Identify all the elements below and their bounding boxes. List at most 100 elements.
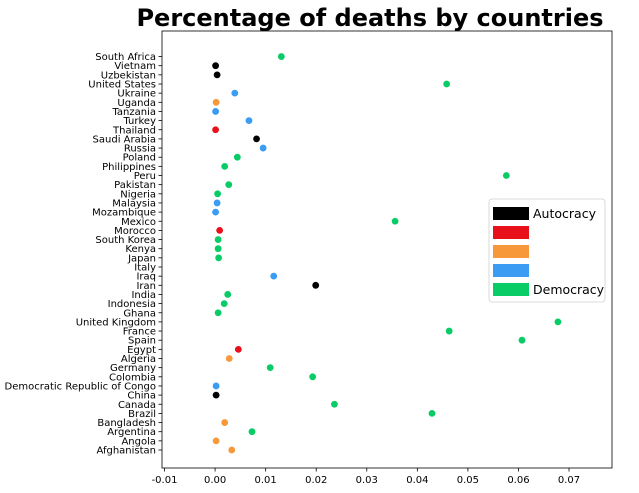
- y-tick-label: Japan: [127, 253, 156, 264]
- y-tick-label: Uzbekistan: [101, 70, 156, 81]
- data-point: [233, 153, 241, 161]
- y-tick-label: Philippines: [102, 162, 156, 173]
- data-point: [212, 391, 220, 399]
- x-tick-label: 0.03: [356, 475, 378, 486]
- data-point: [266, 364, 274, 372]
- data-point: [212, 126, 219, 134]
- y-tick-label: Iran: [136, 281, 156, 292]
- y-tick-label: Saudi Arabia: [93, 134, 156, 145]
- legend-swatch: [493, 207, 529, 220]
- data-point: [212, 108, 219, 115]
- x-tick-label: 0.02: [305, 475, 327, 486]
- y-tick-label: United States: [88, 80, 156, 91]
- data-point: [391, 217, 399, 225]
- data-point: [554, 318, 562, 326]
- data-point: [213, 71, 221, 79]
- y-tick-label: Turkey: [122, 116, 156, 127]
- data-point: [212, 62, 219, 70]
- y-tick-label: India: [131, 290, 156, 301]
- data-point: [259, 144, 267, 152]
- y-tick-label: Ghana: [123, 308, 156, 319]
- y-tick-label: Colombia: [109, 372, 156, 383]
- y-tick-label: Kenya: [125, 244, 156, 255]
- data-point: [231, 89, 239, 97]
- legend-swatch: [493, 264, 529, 277]
- y-tick-label: Poland: [123, 153, 156, 164]
- y-tick-label: Iraq: [136, 272, 156, 283]
- y-tick-label: Ukraine: [117, 89, 156, 100]
- y-tick-label: Democratic Republic of Congo: [5, 381, 156, 392]
- y-tick-label: Egypt: [127, 345, 156, 356]
- data-point: [245, 117, 253, 124]
- legend-label: Autocracy: [533, 206, 597, 221]
- x-tick-label: 0.06: [507, 475, 529, 486]
- y-tick-label: Pakistan: [114, 180, 156, 191]
- data-point: [225, 355, 233, 362]
- data-point: [502, 172, 510, 179]
- y-tick-label: Uganda: [117, 98, 156, 109]
- data-point: [428, 410, 436, 417]
- data-point: [277, 53, 285, 60]
- data-point: [224, 291, 232, 298]
- legend-label: Democracy: [533, 282, 605, 297]
- legend: Autocracy Democracy: [488, 198, 606, 303]
- data-point: [228, 446, 236, 454]
- data-point: [214, 190, 222, 198]
- data-point: [309, 373, 317, 381]
- data-point: [253, 135, 260, 143]
- y-tick-label: Indonesia: [108, 299, 156, 310]
- y-tick-label: South Korea: [95, 235, 156, 246]
- data-point: [212, 98, 220, 106]
- y-tick-label: Algeria: [121, 354, 156, 365]
- y-tick-label: China: [127, 391, 156, 402]
- data-point: [270, 272, 278, 280]
- data-point: [225, 181, 233, 189]
- data-point: [214, 245, 222, 253]
- y-tick-label: Vietnam: [114, 61, 156, 72]
- data-point: [312, 281, 320, 289]
- data-point: [214, 309, 222, 317]
- y-tick-label: Tanzania: [111, 107, 156, 118]
- data-point: [221, 162, 229, 170]
- x-tick-label: 0.00: [204, 475, 226, 486]
- x-tick-label: 0.07: [558, 475, 580, 486]
- data-point: [212, 208, 219, 216]
- y-tick-label: Italy: [134, 263, 156, 274]
- data-point: [212, 382, 220, 390]
- y-tick-label: Peru: [134, 171, 156, 182]
- y-tick-label: Mozambique: [92, 208, 156, 219]
- data-point: [234, 345, 242, 353]
- y-axis: AfghanistanAngolaArgentinaBangladeshBraz…: [5, 52, 162, 457]
- y-tick-label: Germany: [110, 363, 156, 374]
- plot-area: [161, 30, 613, 469]
- data-point: [216, 227, 224, 234]
- y-tick-label: France: [123, 327, 156, 338]
- data-point: [213, 199, 221, 207]
- legend-swatch: [493, 245, 529, 258]
- data-point: [518, 336, 526, 344]
- x-tick-label: 0.01: [255, 475, 277, 486]
- chart-title: Percentage of deaths by countries: [136, 4, 603, 32]
- legend-swatch: [493, 283, 529, 296]
- data-points: [212, 53, 562, 454]
- data-point: [214, 236, 222, 243]
- y-tick-label: Russia: [124, 144, 156, 155]
- x-tick-label: 0.05: [457, 475, 479, 486]
- x-tick-label: -0.01: [152, 475, 178, 486]
- data-point: [331, 400, 338, 408]
- y-tick-label: United Kingdom: [76, 317, 156, 328]
- data-point: [248, 428, 256, 436]
- y-tick-label: Argentina: [107, 427, 156, 438]
- y-tick-label: Mexico: [121, 217, 156, 228]
- y-tick-label: Malaysia: [112, 198, 156, 209]
- x-axis: -0.01 0.00 0.01 0.02 0.03 0.04 0.05 0.06 0.07: [152, 468, 580, 486]
- data-point: [445, 327, 453, 335]
- y-tick-label: Bangladesh: [97, 418, 156, 429]
- y-tick-label: Thailand: [112, 125, 156, 136]
- y-tick-label: Brazil: [128, 409, 156, 420]
- data-point: [215, 254, 223, 262]
- y-tick-label: Spain: [128, 336, 156, 347]
- legend-swatch: [493, 226, 529, 239]
- y-tick-label: Canada: [118, 400, 156, 411]
